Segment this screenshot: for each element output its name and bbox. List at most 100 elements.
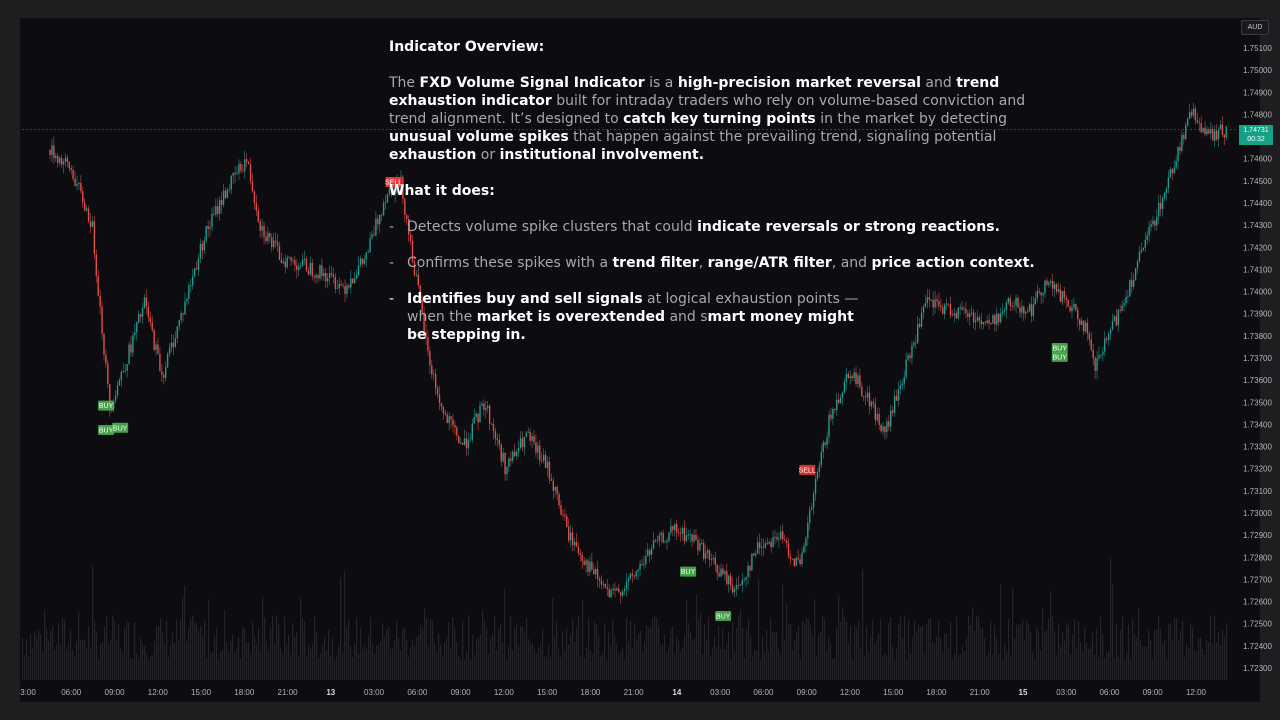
x-tick-label: 12:00 [148, 688, 169, 697]
candle-body [84, 202, 86, 211]
candle-body [712, 557, 715, 560]
volume-bar [620, 651, 622, 680]
volume-bar [384, 636, 386, 680]
candle-body [560, 505, 562, 515]
volume-bar [278, 624, 280, 680]
candle-body [1219, 124, 1222, 130]
candle-body [770, 541, 772, 548]
volume-histogram [22, 558, 1228, 680]
volume-bar [362, 648, 364, 680]
candle-body [685, 535, 688, 542]
volume-bar [128, 622, 130, 680]
candle-body [452, 419, 454, 426]
candle-body [772, 537, 774, 548]
volume-bar [68, 641, 70, 680]
volume-bar [176, 619, 178, 680]
volume-bar [1042, 608, 1044, 680]
volume-bar [874, 643, 876, 680]
candle-body [1025, 312, 1027, 314]
volume-bar [166, 620, 168, 680]
candle-body [363, 259, 366, 264]
candle-body [1154, 220, 1156, 226]
candle-body [116, 385, 119, 396]
volume-bar [710, 655, 712, 680]
candle-body [598, 578, 601, 581]
volume-bar [564, 651, 566, 680]
candle-body [496, 438, 499, 441]
volume-bar [996, 637, 998, 680]
candle-body [870, 401, 873, 407]
candle-body [760, 546, 763, 548]
volume-bar [960, 654, 962, 680]
y-tick-label: 1.74500 [1243, 177, 1272, 186]
volume-bar [286, 644, 288, 680]
candle-body [1173, 167, 1175, 174]
candle-body [957, 307, 959, 319]
candle-body [917, 324, 919, 343]
candle-body [109, 383, 111, 408]
candle-body [743, 579, 745, 581]
candle-body [506, 467, 508, 475]
candle-body [411, 240, 414, 262]
volume-bar [248, 642, 250, 680]
volume-bar [1142, 646, 1144, 680]
volume-bar [464, 659, 466, 680]
volume-bar [890, 617, 892, 680]
volume-bar [200, 626, 202, 680]
volume-bar [498, 629, 500, 680]
volume-bar [336, 655, 338, 680]
candle-body [753, 553, 755, 556]
candle-body [1156, 216, 1158, 226]
volume-bar [600, 655, 602, 680]
volume-bar [746, 629, 748, 680]
candle-body [648, 550, 651, 555]
volume-bar [938, 619, 940, 680]
candle-body [136, 322, 138, 333]
volume-bar [346, 626, 348, 680]
candle-body [704, 553, 707, 559]
candle-body [803, 545, 805, 553]
candle-body [76, 184, 78, 186]
candle-body [733, 589, 736, 593]
candle-body [623, 588, 626, 592]
candle-body [170, 342, 173, 349]
candle-body [988, 320, 990, 324]
volume-bar [1012, 588, 1014, 680]
candle-body [978, 317, 981, 321]
candle-body [282, 261, 285, 264]
candle-body [359, 258, 362, 266]
volume-bar [382, 623, 384, 680]
candle-body [276, 242, 279, 246]
candle-body [80, 182, 82, 192]
volume-bar [650, 627, 652, 680]
candle-body [195, 268, 198, 270]
candle-body [907, 355, 909, 360]
candle-body [126, 364, 128, 371]
candle-body [662, 532, 664, 543]
volume-bar [586, 647, 588, 680]
volume-bar [1000, 584, 1002, 680]
candle-body [70, 168, 72, 170]
volume-bar [1052, 616, 1054, 680]
candle-body [218, 200, 221, 214]
candle-body [789, 556, 792, 559]
volume-bar [698, 618, 700, 680]
candle-body [710, 559, 713, 560]
signal-label: BUY [99, 427, 114, 434]
candle-body [762, 546, 765, 548]
volume-bar [80, 640, 82, 680]
volume-bar [116, 638, 118, 680]
volume-bar [240, 658, 242, 680]
currency-badge[interactable]: AUD [1241, 20, 1269, 35]
volume-bar [616, 644, 618, 680]
candle-body [224, 190, 227, 198]
volume-bar [94, 621, 96, 680]
volume-bar [826, 650, 828, 680]
candle-body [585, 560, 587, 565]
candle-body [388, 188, 391, 195]
volume-bar [230, 641, 232, 680]
candle-body [701, 543, 703, 544]
candle-body [147, 306, 150, 318]
volume-bar [262, 597, 264, 680]
